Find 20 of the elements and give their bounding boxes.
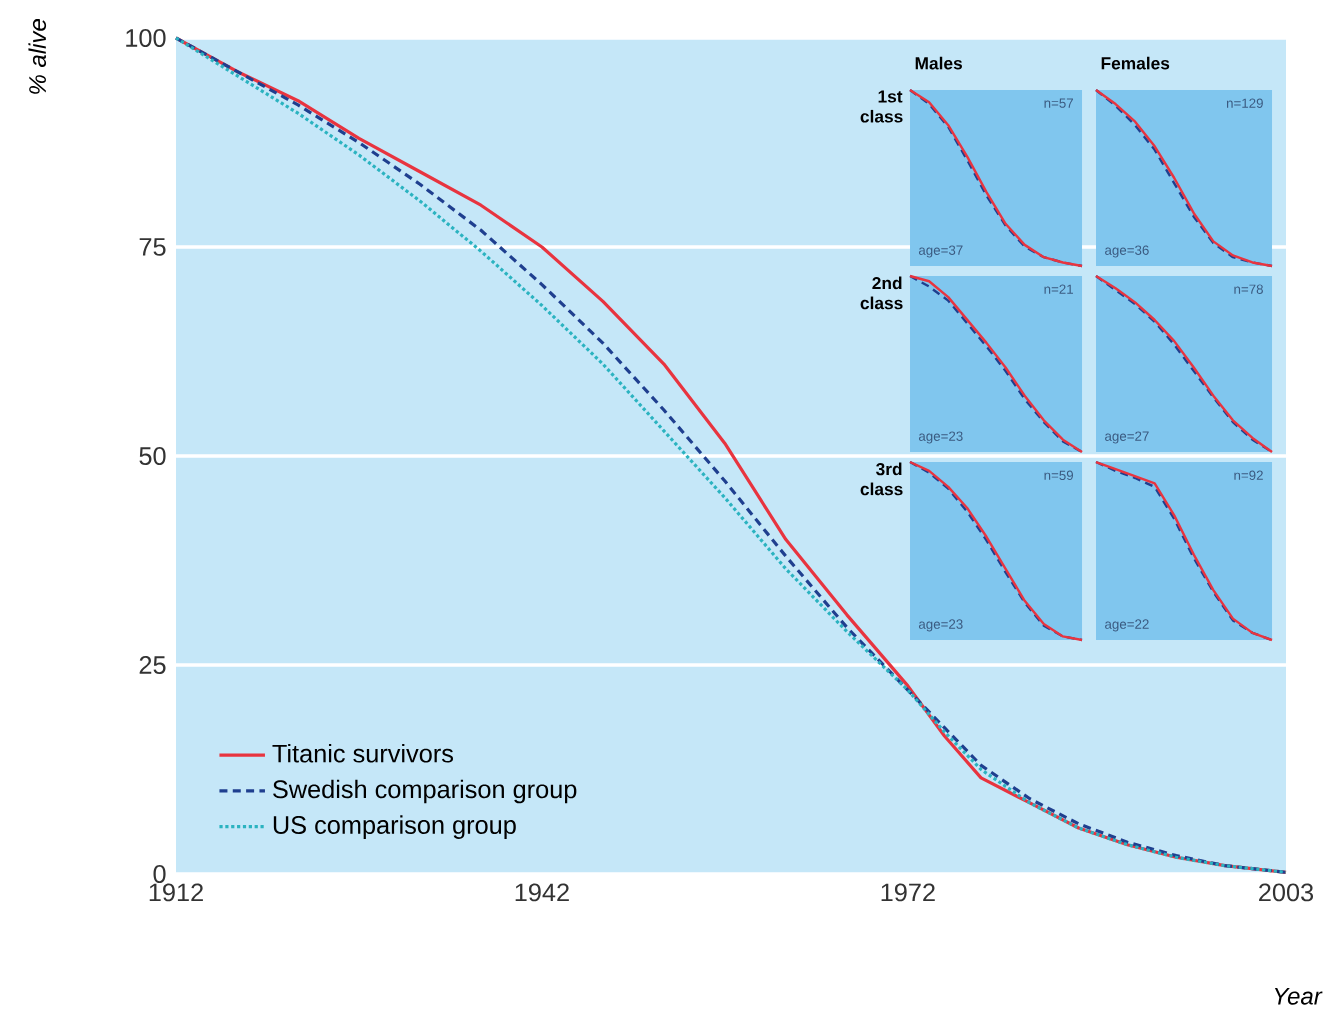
y-tick-label: 25 <box>139 656 166 674</box>
y-axis-title: % alive <box>28 19 47 94</box>
line-series <box>174 36 1288 874</box>
y-axis-title: 1st class <box>860 90 903 123</box>
x-tick-label: 1972 <box>881 883 935 902</box>
x-tick-label: 1912 <box>149 883 203 902</box>
legend-label: Swedish comparison group <box>273 779 577 804</box>
legend-label: US comparison group <box>273 815 516 839</box>
y-tick-label: 75 <box>139 238 166 256</box>
y-tick-label: 0 <box>153 865 166 883</box>
chart-title: Females <box>1101 56 1170 70</box>
y-tick-label: 100 <box>126 29 166 47</box>
x-tick-label: 1942 <box>515 883 569 902</box>
x-tick-label: 2003 <box>1259 883 1314 902</box>
y-axis-title: 2nd class <box>860 276 903 310</box>
y-tick-label: 50 <box>139 447 166 465</box>
legend-label: Titanic survivors <box>272 743 453 763</box>
chart-title: Males <box>915 56 962 70</box>
y-axis-title: 3rd class <box>860 462 903 496</box>
x-axis-title: Year <box>1274 987 1323 1005</box>
